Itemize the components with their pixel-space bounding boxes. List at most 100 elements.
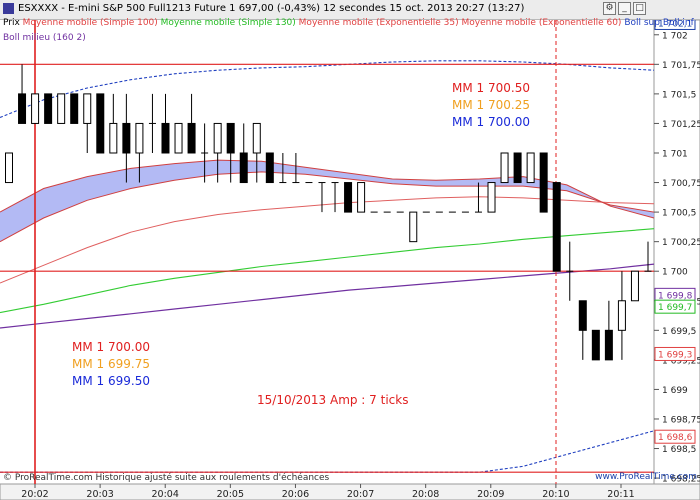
candle-body xyxy=(174,122,183,154)
candle xyxy=(174,122,183,154)
candle-body xyxy=(604,329,613,361)
y-tick-label: 1 699,5 xyxy=(662,327,696,337)
candle xyxy=(344,182,353,213)
y-tick-label: 1 698,25 xyxy=(662,475,700,485)
price-tag: 1 698,6 xyxy=(658,433,693,443)
x-tick-label: 20:11 xyxy=(607,489,634,500)
ema-band xyxy=(0,160,654,242)
candle xyxy=(265,152,274,184)
candle xyxy=(109,93,118,154)
candle xyxy=(630,270,639,302)
y-tick-label: 1 701 xyxy=(662,149,688,159)
amplitude-note: 15/10/2013 Amp : 7 ticks xyxy=(257,393,409,407)
candle-body xyxy=(591,329,600,361)
ann-top-3: MM 1 700.00 xyxy=(452,115,530,129)
candle-body xyxy=(122,122,131,154)
candle xyxy=(487,182,496,213)
boll-sup-line xyxy=(0,60,655,119)
sma130-line xyxy=(0,228,655,314)
legend-boll[interactable]: Boll sup Boll inf xyxy=(624,18,694,28)
candle xyxy=(644,241,652,272)
settings-icon[interactable]: ⚙ xyxy=(603,2,616,15)
candle-body xyxy=(31,93,40,124)
candle-body xyxy=(18,93,27,124)
candle-body xyxy=(187,122,196,154)
y-tick-label: 1 700 xyxy=(662,268,688,278)
current-price-tag: 1 702,1 xyxy=(658,19,692,29)
candle-body xyxy=(513,152,522,184)
candle-body xyxy=(70,93,79,124)
candle xyxy=(331,182,339,213)
candle xyxy=(122,93,131,183)
legend-sma130[interactable]: Moyenne mobile (Simple 130) xyxy=(160,18,296,28)
instrument-icon xyxy=(3,3,14,14)
candle-body xyxy=(44,93,53,124)
legend-boll-milieu[interactable]: Boll milieu (160 2) xyxy=(3,33,86,43)
candle xyxy=(292,152,300,184)
candle-body xyxy=(252,122,261,154)
legend-sma100[interactable]: Moyenne mobile (Simple 100) xyxy=(22,18,158,28)
candle xyxy=(279,152,287,184)
candle xyxy=(617,271,626,360)
legend-ema60[interactable]: Moyenne mobile (Exponentielle 60) xyxy=(461,18,622,28)
x-tick-label: 20:07 xyxy=(347,489,374,500)
x-axis-panel xyxy=(0,483,700,500)
y-tick-label: 1 698,75 xyxy=(662,415,700,425)
x-tick-label: 20:02 xyxy=(21,489,48,500)
candle-body xyxy=(409,211,418,243)
maximize-icon[interactable]: □ xyxy=(633,2,646,15)
candle-body xyxy=(539,152,548,213)
candle-body xyxy=(5,152,13,184)
legend-ema35[interactable]: Moyenne mobile (Exponentielle 35) xyxy=(298,18,459,28)
brand-link[interactable]: www.ProRealTime.com xyxy=(595,472,697,482)
chart-title-bar: ESXXXX - E-mini S&P 500 Full1213 Future … xyxy=(0,0,700,20)
candle xyxy=(187,93,196,154)
candle xyxy=(135,122,144,183)
candle xyxy=(604,300,613,361)
candle xyxy=(357,182,366,213)
legend-prix[interactable]: Prix xyxy=(3,18,20,28)
minimize-icon[interactable]: _ xyxy=(618,2,631,15)
price-tag-box xyxy=(654,299,696,314)
x-tick-label: 20:04 xyxy=(152,489,179,500)
boll-milieu-legend: Boll milieu (160 2) xyxy=(3,33,86,43)
candle-body xyxy=(239,152,248,184)
candle xyxy=(44,93,53,124)
candle xyxy=(96,93,105,154)
candle xyxy=(252,122,261,183)
price-tag: 1 699,7 xyxy=(658,303,692,313)
x-tick-label: 20:06 xyxy=(282,489,309,500)
candle-body xyxy=(487,182,496,213)
ann-bottom-3: MM 1 699.50 xyxy=(72,374,150,388)
candle xyxy=(5,152,13,184)
y-tick-label: 1 699,25 xyxy=(662,356,700,366)
ann-top-1: MM 1 700.50 xyxy=(452,81,530,95)
candle xyxy=(591,329,600,361)
candle xyxy=(148,93,156,153)
y-tick-label: 1 700,25 xyxy=(662,238,700,248)
price-tag-box xyxy=(654,429,696,444)
candle xyxy=(526,152,535,184)
plot-area xyxy=(0,20,654,484)
candle xyxy=(213,122,222,183)
candle xyxy=(318,182,326,213)
candle-body xyxy=(630,270,639,302)
y-tick-label: 1 702 xyxy=(662,31,688,41)
candle xyxy=(539,152,548,213)
y-tick-label: 1 701,5 xyxy=(662,90,696,100)
candle xyxy=(566,241,574,301)
chart-title: ESXXXX - E-mini S&P 500 Full1213 Future … xyxy=(18,3,525,14)
candle-body xyxy=(57,93,66,124)
y-tick-label: 1 701,75 xyxy=(662,61,700,71)
candle xyxy=(57,93,66,124)
candle xyxy=(31,93,40,124)
candle-body xyxy=(96,93,105,154)
ann-bottom-1: MM 1 700.00 xyxy=(72,340,150,354)
candle xyxy=(513,152,522,184)
candle-body xyxy=(226,122,235,154)
candle-body xyxy=(109,122,118,154)
boll-milieu-line xyxy=(0,263,655,329)
candle-body xyxy=(526,152,535,184)
x-tick-label: 20:03 xyxy=(86,489,113,500)
